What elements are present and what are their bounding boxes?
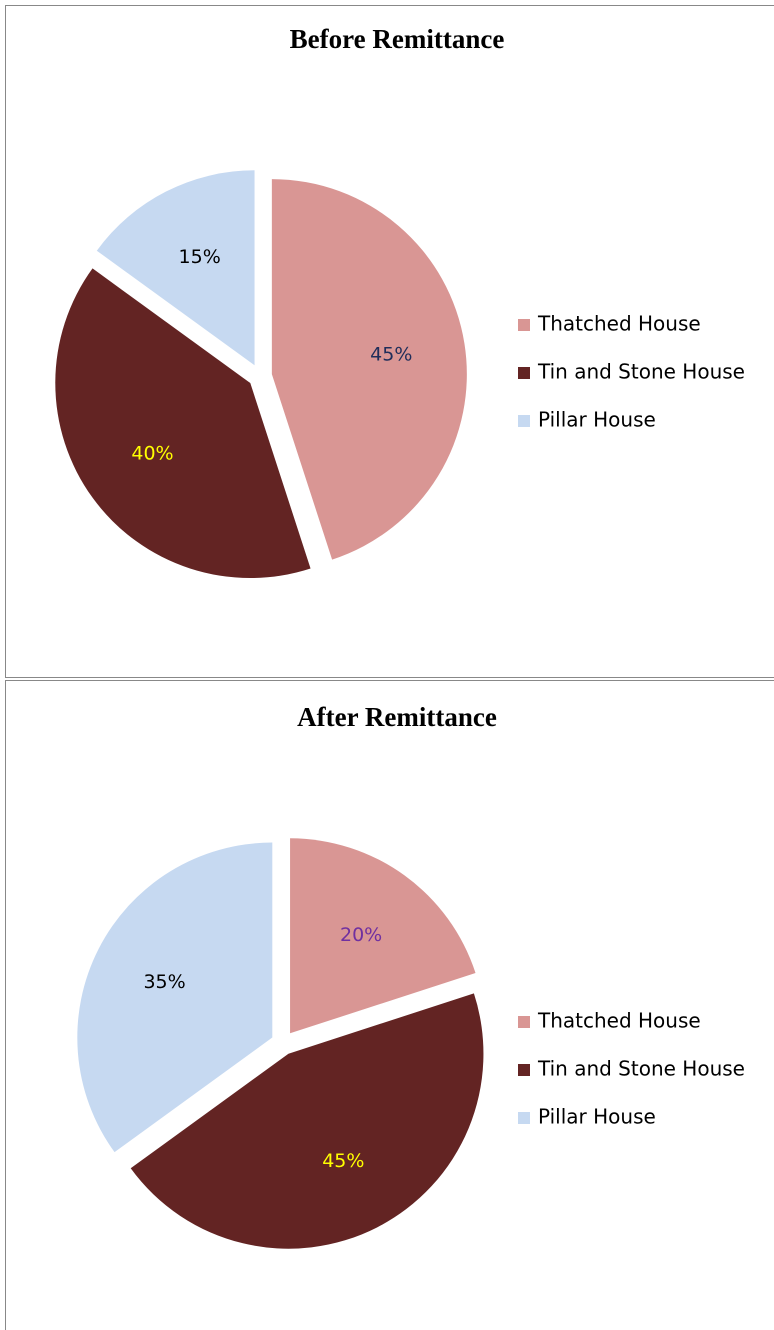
chart-frame (5, 680, 774, 1330)
legend-swatch (518, 1016, 530, 1028)
chart-frame (5, 5, 774, 678)
legend-swatch (518, 367, 530, 379)
chart-title: Before Remittance (290, 24, 505, 54)
legend-label: Pillar House (538, 408, 656, 432)
data-label: 45% (370, 344, 412, 366)
legend-label: Thatched House (537, 312, 701, 336)
pie-slice (271, 179, 467, 560)
pie-slice (130, 993, 484, 1249)
legend-label: Tin and Stone House (537, 1057, 745, 1081)
legend-label: Thatched House (537, 1009, 701, 1033)
data-label: 20% (340, 924, 382, 946)
legend-label: Pillar House (538, 1105, 656, 1129)
chart-title: After Remittance (297, 702, 497, 732)
legend-swatch (518, 415, 530, 427)
pie-slice (96, 170, 255, 366)
legend-label: Tin and Stone House (537, 360, 745, 384)
data-label: 15% (179, 246, 221, 268)
legend-swatch (518, 319, 530, 331)
data-label: 45% (322, 1150, 364, 1172)
legend-swatch (518, 1112, 530, 1124)
data-label: 35% (143, 971, 185, 993)
pie-slice (290, 838, 476, 1034)
data-label: 40% (131, 443, 173, 465)
pie-slice (55, 268, 311, 579)
pie-slice (77, 842, 273, 1153)
legend-swatch (518, 1064, 530, 1076)
